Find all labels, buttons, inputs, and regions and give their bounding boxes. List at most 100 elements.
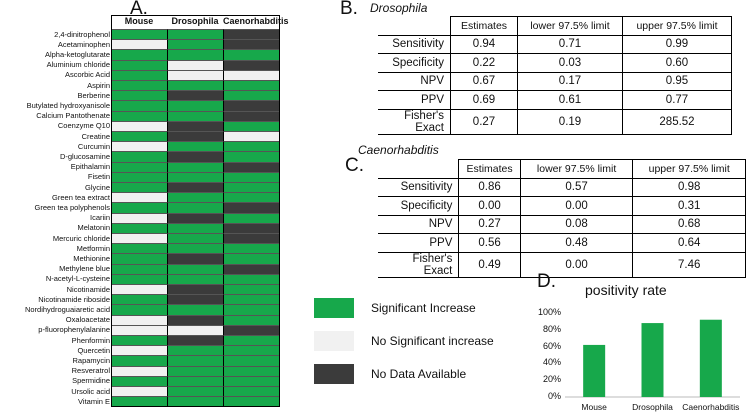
grid-cell-drosophila	[167, 304, 223, 315]
table-cell: 0.60	[622, 53, 732, 73]
table-cell: 0.00	[519, 196, 633, 216]
table-cell: 0.31	[632, 196, 746, 216]
bar-drosophila	[641, 323, 664, 397]
compound-label: Ursolic acid	[71, 386, 110, 396]
compound-label: Acetaminophen	[57, 39, 110, 49]
table-cell: 0.56	[458, 233, 521, 253]
table-row: NPV 0.67 0.17 0.95	[378, 72, 732, 91]
table-cell: 0.00	[458, 196, 521, 216]
grid-frame	[111, 15, 280, 408]
grid-cell-caenorhabditis	[223, 396, 279, 407]
table-row: Sensitivity 0.86 0.57 0.98	[378, 178, 746, 197]
grid-cell-caenorhabditis	[223, 131, 279, 142]
table-cell: 0.08	[519, 215, 633, 234]
grid-cell-caenorhabditis	[223, 375, 279, 386]
grid-cell-caenorhabditis	[223, 335, 279, 346]
grid-cell-caenorhabditis	[223, 386, 279, 397]
grid-cell-drosophila	[167, 324, 223, 335]
table-corner	[378, 159, 459, 179]
grid-cell-caenorhabditis	[223, 80, 279, 91]
table-column-header: Estimates	[450, 16, 518, 36]
grid-cell-drosophila	[167, 273, 223, 284]
table-column-header: upper 97.5% limit	[622, 16, 732, 36]
compound-label: 2,4-dinitrophenol	[54, 29, 110, 39]
drosophila-stats-table: Estimates lower 97.5% limit upper 97.5% li…	[378, 16, 732, 135]
table-cell: 0.86	[458, 178, 521, 197]
x-category-label: Mouse	[581, 402, 607, 412]
grid-cell-drosophila	[167, 110, 223, 121]
grid-cell-drosophila	[167, 171, 223, 182]
legend-swatch-significant	[314, 298, 354, 318]
table-column-header: lower 97.5% limit	[517, 16, 623, 36]
column-header-caenorhabditis: Caenorhabditis	[223, 16, 289, 26]
table-cell: 0.69	[450, 90, 518, 110]
table-cell: 0.48	[519, 233, 633, 253]
panel-b-letter: B.	[340, 0, 358, 19]
x-category-label: Drosophila	[632, 402, 673, 412]
compound-label: Alpha-ketoglutarate	[44, 49, 110, 59]
grid-cell-caenorhabditis	[223, 161, 279, 172]
grid-cell-drosophila	[167, 365, 223, 376]
y-tick-label: 20%	[542, 374, 561, 385]
grid-cell-caenorhabditis	[223, 263, 279, 274]
table-cell: 0.22	[450, 53, 518, 73]
grid-cell-drosophila	[167, 182, 223, 193]
table-row: Sensitivity 0.94 0.71 0.99	[378, 35, 732, 54]
x-category-label: Caenorhabditis	[682, 402, 740, 412]
panel-b-title: Drosophila	[370, 1, 428, 15]
grid-cell-caenorhabditis	[223, 171, 279, 182]
grid-cell-caenorhabditis	[223, 355, 279, 366]
compound-label: Calcium Pantothenate	[36, 111, 110, 121]
table-column-header: Estimates	[458, 159, 521, 179]
y-tick-label: 100%	[537, 307, 561, 317]
compound-label: Icariin	[89, 213, 110, 223]
table-row: Fisher's Exact 0.49 0.00 7.46	[378, 252, 746, 278]
table-corner	[378, 16, 451, 36]
compound-label: Melatonin	[77, 223, 110, 233]
table-row-label: NPV	[378, 215, 459, 234]
grid-cell-caenorhabditis	[223, 141, 279, 152]
grid-cell-caenorhabditis	[223, 304, 279, 315]
compound-label: Green tea extract	[52, 192, 110, 202]
table-row: PPV 0.56 0.48 0.64	[378, 233, 746, 253]
grid-cell-caenorhabditis	[223, 243, 279, 254]
compound-label: Glycine	[84, 182, 110, 192]
grid-cell-drosophila	[167, 355, 223, 366]
compound-label: Methylene blue	[59, 264, 110, 274]
grid-cell-caenorhabditis	[223, 314, 279, 325]
grid-cell-drosophila	[167, 294, 223, 305]
grid-cell-caenorhabditis	[223, 212, 279, 223]
grid-cell-caenorhabditis	[223, 273, 279, 284]
grid-cell-drosophila	[167, 396, 223, 407]
grid-cell-caenorhabditis	[223, 100, 279, 111]
grid-cell-drosophila	[167, 314, 223, 325]
compound-label: Fisetin	[87, 172, 110, 182]
grid-cell-drosophila	[167, 141, 223, 152]
table-row-label: Specificity	[378, 53, 451, 73]
table-row-label: Sensitivity	[378, 178, 459, 197]
compound-label: p-fluorophenylalanine	[38, 325, 110, 335]
grid-cell-drosophila	[167, 59, 223, 70]
panel-c-title: Caenorhabditis	[358, 143, 439, 157]
grid-cell-drosophila	[167, 345, 223, 356]
compound-label: Berberine	[77, 90, 110, 100]
table-cell: 0.95	[622, 72, 732, 91]
table-cell: 0.77	[622, 90, 732, 110]
chart-title: positivity rate	[585, 282, 667, 298]
grid-cell-caenorhabditis	[223, 202, 279, 213]
compound-label: Green tea polyphenols	[34, 202, 110, 212]
compound-label: Butylated hydroxyanisole	[26, 100, 110, 110]
table-cell: 0.49	[458, 252, 521, 278]
table-cell: 0.61	[517, 90, 623, 110]
table-column-header: lower 97.5% limit	[519, 159, 633, 179]
compound-label: Vitamin E	[78, 396, 110, 406]
table-row: Specificity 0.22 0.03 0.60	[378, 53, 732, 73]
legend-label-significant: Significant Increase	[371, 301, 476, 315]
grid-cell-caenorhabditis	[223, 284, 279, 295]
caenorhabditis-stats-table: Estimates lower 97.5% limit upper 97.5% li…	[378, 159, 746, 278]
table-row-label: PPV	[378, 233, 459, 253]
grid-cell-caenorhabditis	[223, 49, 279, 60]
grid-cell-drosophila	[167, 131, 223, 142]
grid-cell-drosophila	[167, 120, 223, 131]
grid-cell-drosophila	[167, 233, 223, 244]
